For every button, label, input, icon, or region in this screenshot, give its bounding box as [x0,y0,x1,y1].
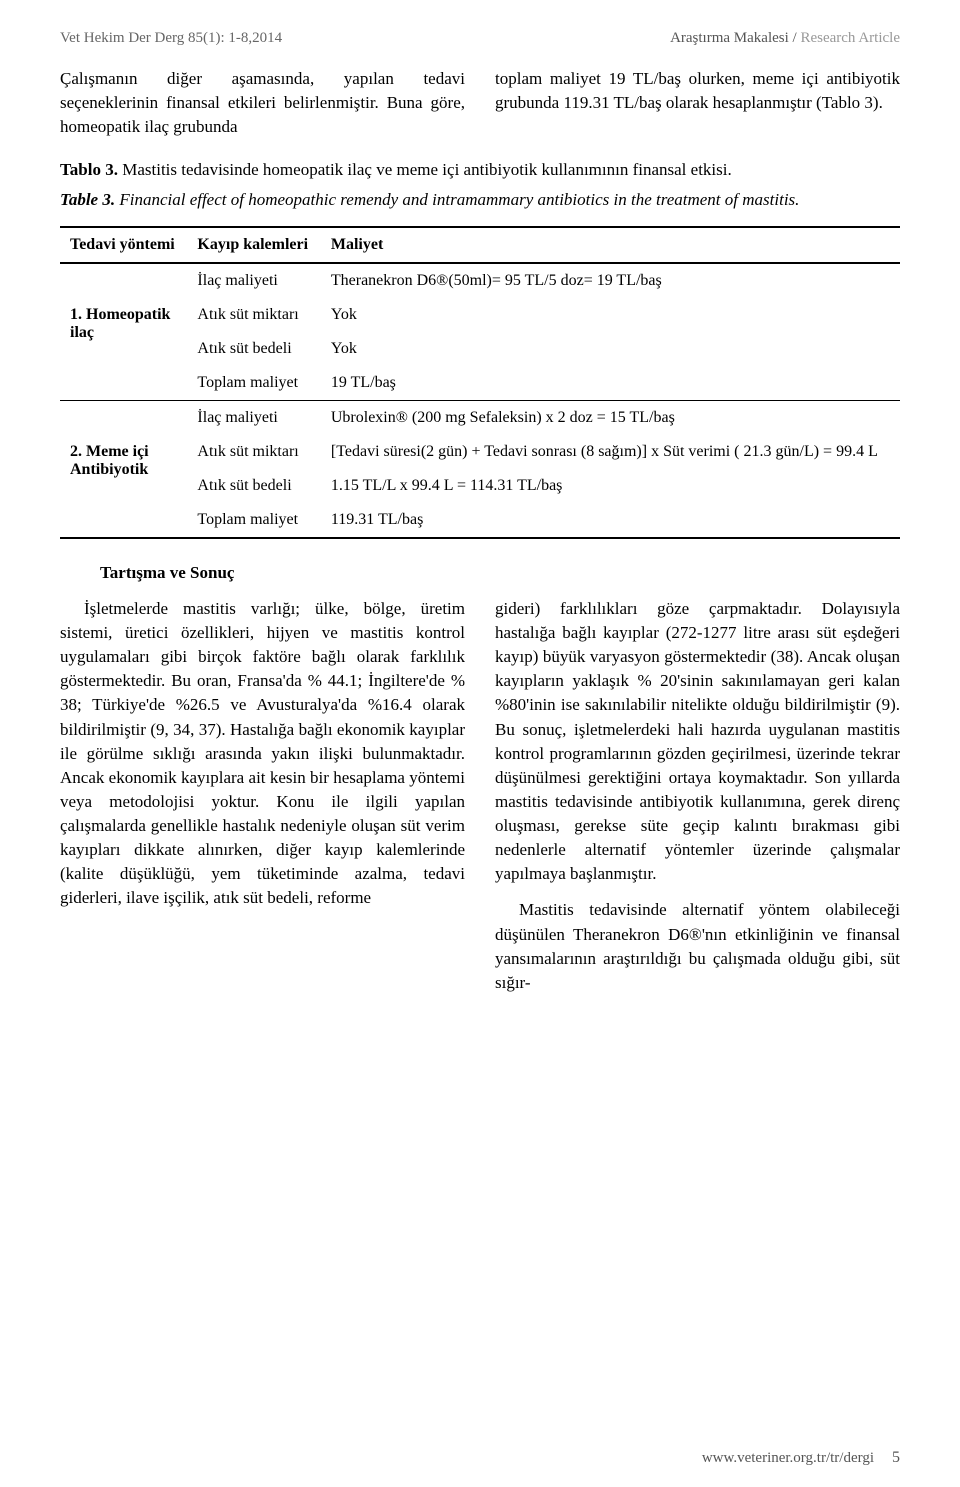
cell-cost: Theranekron D6®(50ml)= 95 TL/5 doz= 19 T… [321,263,900,298]
body-columns: İşletmelerde mastitis varlığı; ülke, böl… [60,597,900,995]
header-right-light: Research Article [800,30,900,46]
cell-cost: 1.15 TL/L x 99.4 L = 114.31 TL/baş [321,469,900,503]
body-right-p1: gideri) farklılıkları göze çarpmaktadır.… [495,597,900,887]
cell-lossitem: Toplam maliyet [187,503,320,538]
group-label-line2: Antibiyotik [70,461,148,478]
cell-lossitem: Toplam maliyet [187,366,320,401]
table-row: 1. Homeopatik ilaç Atık süt miktarı Yok [60,298,900,332]
footer-url: www.veteriner.org.tr/tr/dergi [702,1450,874,1467]
body-col-right: gideri) farklılıkları göze çarpmaktadır.… [495,597,900,995]
financial-table: Tedavi yöntemi Kayıp kalemleri Maliyet İ… [60,226,900,539]
caption-tr-label: Tablo 3. [60,160,118,179]
cell-cost: [Tedavi süresi(2 gün) + Tedavi sonrası (… [321,435,900,469]
col-header-method: Tedavi yöntemi [60,227,187,263]
col-header-cost: Maliyet [321,227,900,263]
caption-en-text: Financial effect of homeopathic remendy … [115,190,799,209]
page: Vet Hekim Der Derg 85(1): 1-8,2014 Araşt… [0,0,960,1487]
cell-lossitem: İlaç maliyeti [187,263,320,298]
cell-lossitem: Atık süt miktarı [187,298,320,332]
body-col-left: İşletmelerde mastitis varlığı; ülke, böl… [60,597,465,995]
table-body: İlaç maliyeti Theranekron D6®(50ml)= 95 … [60,263,900,538]
table-row: Toplam maliyet 19 TL/baş [60,366,900,401]
table-caption-en: Table 3. Financial effect of homeopathic… [60,188,900,212]
cell-lossitem: Atık süt bedeli [187,332,320,366]
footer-page-number: 5 [892,1449,900,1467]
header-right-bold: Araştırma Makalesi / [670,30,800,46]
table-row: İlaç maliyeti Theranekron D6®(50ml)= 95 … [60,263,900,298]
header-right: Araştırma Makalesi / Research Article [670,30,900,47]
cell-lossitem: İlaç maliyeti [187,400,320,435]
intro-left: Çalışmanın diğer aşamasında, yapılan ted… [60,67,465,138]
cell-cost: Yok [321,298,900,332]
col-header-lossitems: Kayıp kalemleri [187,227,320,263]
group-label-line1: 2. Meme içi [70,443,149,460]
caption-en-label: Table 3. [60,190,115,209]
intro-right: toplam maliyet 19 TL/baş olurken, meme i… [495,67,900,138]
table-header-row: Tedavi yöntemi Kayıp kalemleri Maliyet [60,227,900,263]
intro-columns: Çalışmanın diğer aşamasında, yapılan ted… [60,67,900,138]
table-row: İlaç maliyeti Ubrolexin® (200 mg Sefalek… [60,400,900,435]
group-label-antibiotic: 2. Meme içi Antibiyotik [60,435,187,503]
group-label-line1: 1. Homeopatik [70,306,170,323]
page-footer: www.veteriner.org.tr/tr/dergi 5 [60,1449,900,1467]
running-header: Vet Hekim Der Derg 85(1): 1-8,2014 Araşt… [60,30,900,47]
body-left-p1: İşletmelerde mastitis varlığı; ülke, böl… [60,597,465,911]
body-right-p2: Mastitis tedavisinde alternatif yöntem o… [495,898,900,995]
table-row: Toplam maliyet 119.31 TL/baş [60,503,900,538]
cell-lossitem: Atık süt miktarı [187,435,320,469]
header-left: Vet Hekim Der Derg 85(1): 1-8,2014 [60,30,282,47]
table-caption-tr: Tablo 3. Mastitis tedavisinde homeopatik… [60,158,900,182]
caption-tr-text: Mastitis tedavisinde homeopatik ilaç ve … [118,160,732,179]
group-label-homeopathic: 1. Homeopatik ilaç [60,298,187,366]
cell-cost: 119.31 TL/baş [321,503,900,538]
cell-lossitem: Atık süt bedeli [187,469,320,503]
cell-cost: 19 TL/baş [321,366,900,401]
group-label-line2: ilaç [70,324,94,341]
cell-cost: Yok [321,332,900,366]
section-heading-discussion: Tartışma ve Sonuç [100,563,900,583]
cell-cost: Ubrolexin® (200 mg Sefaleksin) x 2 doz =… [321,400,900,435]
table-row: 2. Meme içi Antibiyotik Atık süt miktarı… [60,435,900,469]
